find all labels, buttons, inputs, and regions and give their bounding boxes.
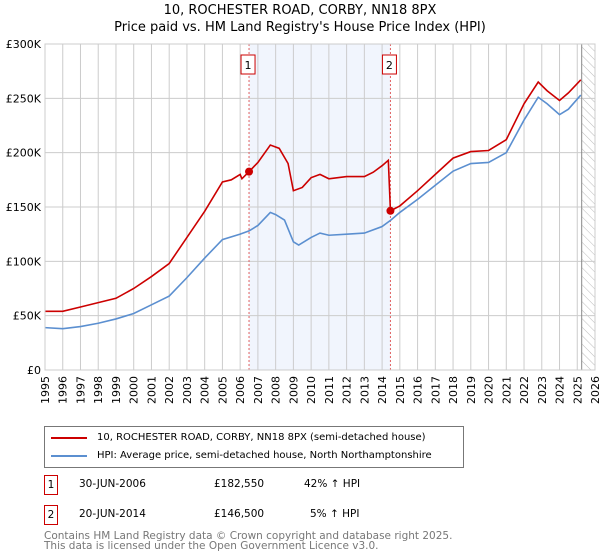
x-tick-label: 2017 [429,376,442,404]
sale-point [245,167,254,176]
sale-marker-label: 1 [44,475,58,495]
plot-border [44,43,596,371]
sale-marker-box [381,54,397,75]
sale-hpi-diff: 42% ↑ HPI [304,478,361,490]
x-tick-label: 1999 [110,376,123,404]
sale-row: 1 30-JUN-2006 £182,550 42% ↑ HPI [44,475,600,497]
x-tick-label: 2021 [500,376,513,404]
x-tick-label: 2013 [358,376,371,404]
sale-point [386,206,395,215]
x-tick-label: 2024 [554,376,567,404]
x-tick-label: 2018 [447,376,460,404]
x-tick-label: 2011 [323,376,336,404]
x-tick-label: 2019 [465,376,478,404]
x-tick-label: 2007 [252,376,265,404]
y-tick-label: £100K [6,255,42,268]
x-tick-label: 1997 [74,376,87,404]
x-tick-label: 2014 [376,376,389,404]
sale-date: 30-JUN-2006 [79,478,146,490]
x-tick-label: 2010 [305,376,318,404]
y-tick-label: £150K [6,201,42,214]
sale-row: 2 20-JUN-2014 £146,500 5% ↑ HPI [44,505,600,527]
sale-marker-label: 2 [44,505,58,525]
legend: 10, ROCHESTER ROAD, CORBY, NN18 8PX (sem… [44,426,464,468]
x-tick-label: 2015 [394,376,407,404]
x-tick-label: 2008 [270,376,283,404]
x-tick-label: 2003 [181,376,194,404]
chart-title: 10, ROCHESTER ROAD, CORBY, NN18 8PX [163,3,437,18]
x-tick-label: 2002 [163,376,176,404]
property-price-line [45,79,582,313]
sale-marker-box [240,54,256,75]
y-tick-label: £0 [27,364,41,377]
x-tick-label: 2023 [536,376,549,404]
x-tick-label: 1996 [57,376,70,404]
sale-date: 20-JUN-2014 [79,508,146,520]
legend-swatch-property [51,436,87,439]
sale-hpi-diff: 5% ↑ HPI [310,508,360,520]
footer-line-1: Contains HM Land Registry data © Crown c… [44,530,453,542]
x-tick-label: 2020 [483,376,496,404]
legend-label-hpi: HPI: Average price, semi-detached house,… [97,450,432,461]
x-tick-label: 2025 [571,376,584,404]
x-tick-label: 2022 [518,376,531,404]
x-tick-label: 2004 [199,376,212,404]
x-tick-label: 2000 [128,376,141,404]
chart-subtitle: Price paid vs. HM Land Registry's House … [114,20,486,35]
x-tick-label: 1998 [92,376,105,404]
x-tick-label: 2005 [216,376,229,404]
x-tick-label: 2001 [145,376,158,404]
plot-area: 1995 1996 1997 1998 1999 2000 2001 2002 2003 2004… [6,38,600,404]
sale-price: £182,550 [214,478,265,490]
x-tick-label: 2026 [589,376,600,404]
legend-label-property: 10, ROCHESTER ROAD, CORBY, NN18 8PX (sem… [97,432,426,443]
y-tick-label: £200K [6,147,42,160]
footer-line-2: This data is licensed under the Open Gov… [44,540,379,552]
legend-swatch-hpi [51,454,87,457]
hpi-line [44,94,582,330]
y-tick-label: £50K [13,310,42,323]
x-tick-label: 2006 [234,376,247,404]
y-tick-label: £250K [6,92,42,105]
sale-marker-label: 1 [245,59,252,72]
sale-marker-label: 2 [386,59,393,72]
footer: Contains HM Land Registry data © Crown c… [44,530,453,552]
x-tick-label: 2016 [412,376,425,404]
x-tick-label: 1995 [39,376,52,404]
x-tick-label: 2012 [341,376,354,404]
y-tick-label: £300K [6,38,42,51]
sale-price: £146,500 [214,508,265,520]
x-tick-label: 2009 [287,376,300,404]
